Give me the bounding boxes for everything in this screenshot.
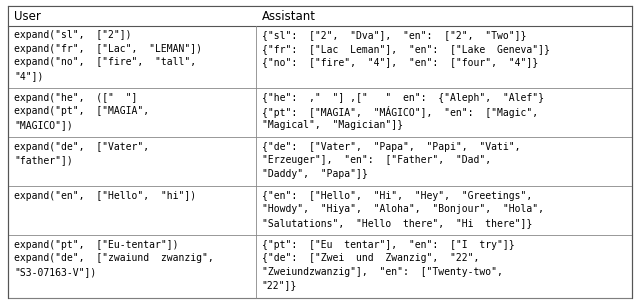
Text: expand("sl",  ["2"]): expand("sl", ["2"]): [14, 30, 131, 40]
Text: User: User: [14, 10, 41, 23]
Text: "4"]): "4"]): [14, 71, 44, 81]
Text: {"de":  ["Vater",  "Papa",  "Papi",  "Vati",: {"de": ["Vater", "Papa", "Papi", "Vati",: [262, 142, 520, 152]
Text: "22"]}: "22"]}: [262, 280, 297, 290]
Text: "MAGICO"]): "MAGICO"]): [14, 120, 73, 130]
Text: "S3-07163-V"]): "S3-07163-V"]): [14, 267, 96, 277]
Text: expand("fr",  ["Lac",  "LEMAN"]): expand("fr", ["Lac", "LEMAN"]): [14, 44, 202, 54]
Text: {"no":  ["fire",  "4"],  "en":  ["four",  "4"]}: {"no": ["fire", "4"], "en": ["four", "4"…: [262, 57, 538, 67]
Text: {"de":  ["Zwei  und  Zwanzig",  "22",: {"de": ["Zwei und Zwanzig", "22",: [262, 253, 479, 263]
Text: Assistant: Assistant: [262, 10, 316, 23]
Text: {"sl":  ["2",  "Dva"],  "en":  ["2",  "Two"]}: {"sl": ["2", "Dva"], "en": ["2", "Two"]}: [262, 30, 526, 40]
Text: "Zweiundzwanzig"],  "en":  ["Twenty-two",: "Zweiundzwanzig"], "en": ["Twenty-two",: [262, 267, 502, 277]
Text: {"en":  ["Hello",  "Hi",  "Hey",  "Greetings",: {"en": ["Hello", "Hi", "Hey", "Greetings…: [262, 191, 532, 201]
Text: "Howdy",  "Hiya",  "Aloha",  "Bonjour",  "Hola",: "Howdy", "Hiya", "Aloha", "Bonjour", "Ho…: [262, 204, 544, 214]
Text: expand("he",  (["  "]: expand("he", ([" "]: [14, 93, 138, 103]
Text: {"he":  ,"  "] ,["   "  en":  {"Aleph",  "Alef"}: {"he": ," "] ,[" " en": {"Aleph", "Alef"…: [262, 93, 544, 103]
Text: expand("de",  ["Vater",: expand("de", ["Vater",: [14, 142, 149, 152]
Text: {"pt":  ["MAGIA",  "MÁGICO"],  "en":  ["Magic",: {"pt": ["MAGIA", "MÁGICO"], "en": ["Magi…: [262, 106, 538, 118]
Text: expand("pt",  ["MAGIA",: expand("pt", ["MAGIA",: [14, 106, 149, 116]
Text: expand("de",  ["zwaiund  zwanzig",: expand("de", ["zwaiund zwanzig",: [14, 253, 214, 263]
Bar: [8, 6, 632, 26]
Text: "Erzeuger"],  "en":  ["Father",  "Dad",: "Erzeuger"], "en": ["Father", "Dad",: [262, 155, 491, 165]
Text: "Daddy",  "Papa"]}: "Daddy", "Papa"]}: [262, 169, 367, 179]
Text: "Salutations",  "Hello  there",  "Hi  there"]}: "Salutations", "Hello there", "Hi there"…: [262, 218, 532, 228]
Text: expand("no",  ["fire",  "tall",: expand("no", ["fire", "tall",: [14, 57, 196, 67]
Text: {"fr":  ["Lac  Leman"],  "en":  ["Lake  Geneva"]}: {"fr": ["Lac Leman"], "en": ["Lake Genev…: [262, 44, 550, 54]
Text: "Magical",  "Magician"]}: "Magical", "Magician"]}: [262, 120, 403, 130]
Text: "father"]): "father"]): [14, 155, 73, 165]
Text: expand("pt",  ["Eu-tentar"]): expand("pt", ["Eu-tentar"]): [14, 240, 179, 250]
Text: {"pt":  ["Eu  tentar"],  "en":  ["I  try"]}: {"pt": ["Eu tentar"], "en": ["I try"]}: [262, 240, 515, 250]
Text: expand("en",  ["Hello",  "hi"]): expand("en", ["Hello", "hi"]): [14, 191, 196, 201]
